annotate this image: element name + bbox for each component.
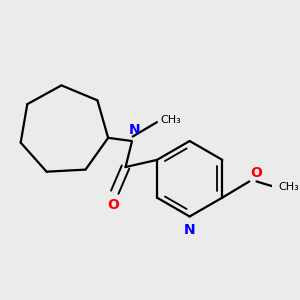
Text: O: O [107, 198, 119, 212]
Text: O: O [250, 166, 262, 180]
Text: CH₃: CH₃ [160, 116, 181, 125]
Text: N: N [184, 223, 196, 237]
Text: N: N [129, 123, 140, 137]
Text: CH₃: CH₃ [278, 182, 299, 192]
